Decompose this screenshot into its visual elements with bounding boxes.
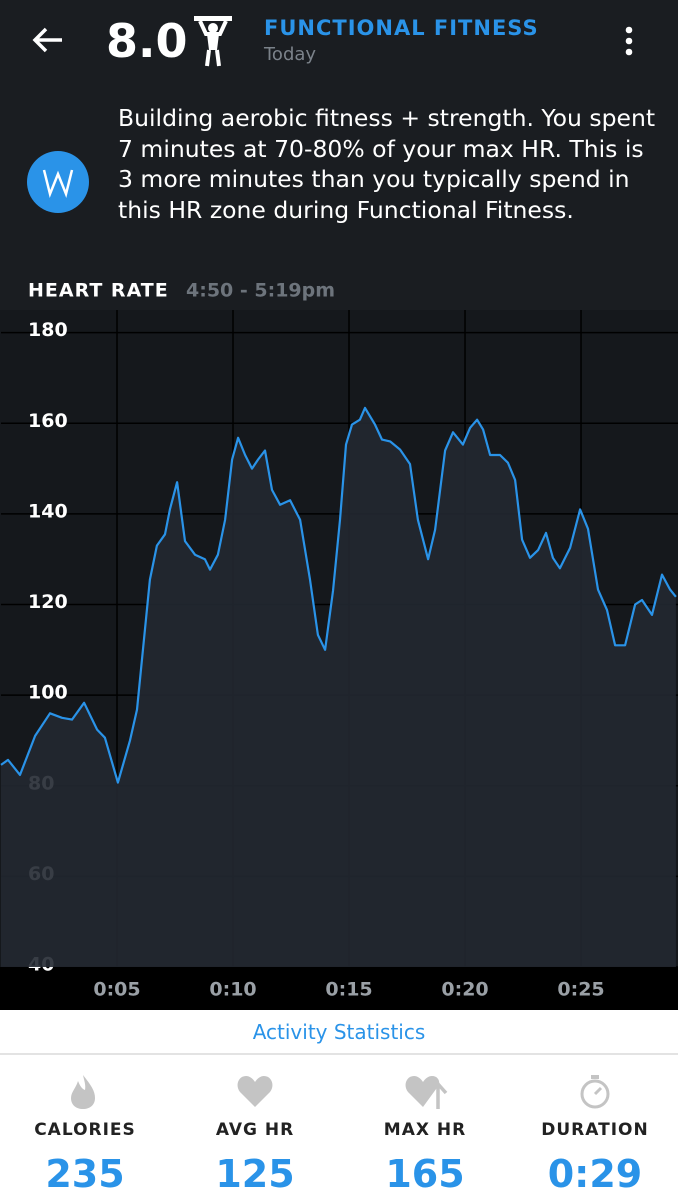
stat-label: MAX HR [383,1120,467,1140]
insight-text: Building aerobic fitness + strength. You… [118,104,656,224]
y-tick-label: 120 [28,591,68,613]
divider [0,1053,678,1055]
y-tick-label: 160 [28,410,68,432]
x-tick-label: 0:15 [325,979,372,1001]
activity-icon [194,16,232,67]
heart-rate-line [0,406,677,784]
x-tick-label: 0:10 [209,979,256,1001]
stat-label: CALORIES [34,1120,136,1140]
stat-value: 235 [45,1152,125,1196]
stats-panel: Activity Statistics CALORIES 235 AVG HR 125… [0,1010,678,1200]
x-tick-label: 0:20 [441,979,488,1001]
y-tick-label: 140 [28,500,68,522]
stat-icon [71,1075,95,1109]
activity-title: FUNCTIONAL FITNESS [264,16,539,40]
chart-title: HEART RATE [28,280,169,302]
back-button[interactable] [30,24,66,56]
x-axis-strip [0,967,678,1010]
chart-subtitle: 4:50 - 5:19pm [186,280,335,302]
coach-icon [27,151,89,213]
x-tick-label: 0:25 [557,979,604,1001]
stat-icon [405,1076,448,1109]
stat-icon [580,1075,610,1109]
stat-icon [237,1076,273,1107]
y-tick-label: 100 [28,682,68,704]
section-title[interactable]: Activity Statistics [252,1020,426,1044]
stat-value: 165 [385,1152,465,1196]
area-fill [1,407,676,967]
stat-value: 125 [215,1152,295,1196]
stat-value: 0:29 [547,1152,643,1196]
menu-button[interactable] [620,26,638,56]
heart-rate-chart: HEART RATE 4:50 - 5:19pm 406080100120140… [0,280,678,1010]
stat-label: DURATION [541,1120,649,1140]
y-tick-label: 180 [28,319,68,341]
score: 8.0 [106,14,188,68]
x-tick-label: 0:05 [93,979,140,1001]
date: Today [264,44,317,65]
stat-label: AVG HR [215,1120,295,1140]
